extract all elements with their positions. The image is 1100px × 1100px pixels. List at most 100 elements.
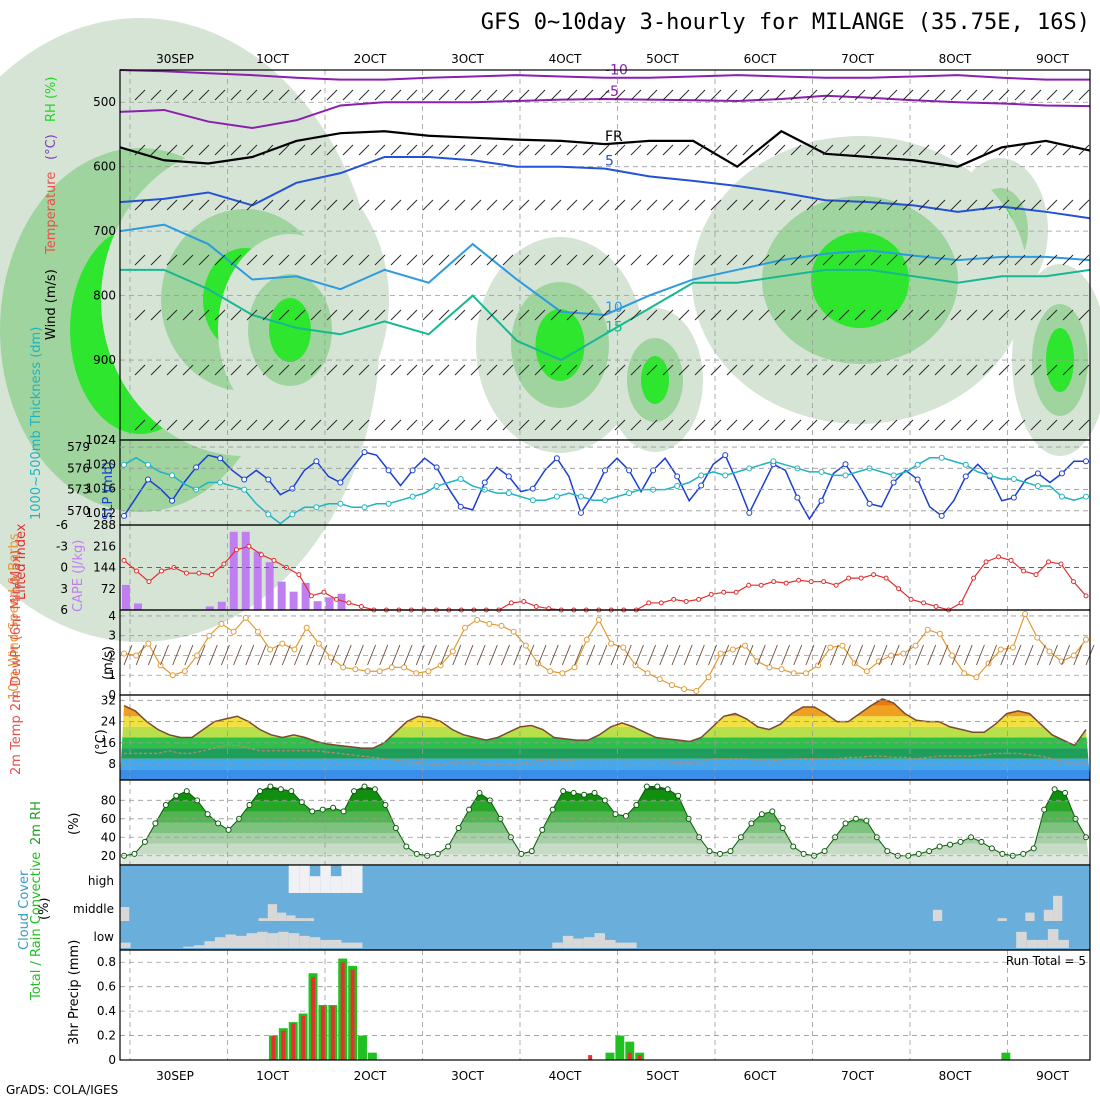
wind-barb: [790, 199, 802, 211]
rh-point: [351, 788, 358, 795]
wind-barb: [1014, 89, 1026, 101]
wind-barb: [934, 254, 946, 266]
wind-barb: [326, 254, 338, 266]
wind-barb-10m: [963, 644, 973, 666]
cape-bar: [277, 581, 286, 610]
wind-barb: [854, 364, 866, 376]
wind-barb: [262, 309, 274, 321]
wind-barb: [918, 254, 930, 266]
cloud-tick: high: [88, 874, 114, 888]
wind-tick: 3: [108, 629, 116, 643]
wind-tick: 4: [108, 609, 116, 623]
wind-barb-10m: [988, 644, 998, 666]
slp-label: SLP (mb): [101, 461, 116, 520]
wind-barb: [422, 309, 434, 321]
wind-barb: [758, 144, 770, 156]
wind-barb: [742, 89, 754, 101]
wind-barb: [550, 309, 562, 321]
wind-barb: [406, 199, 418, 211]
wind-barb-10m: [513, 644, 523, 666]
wind-barb: [646, 199, 658, 211]
date-tick-bottom: 30SEP: [156, 1069, 194, 1083]
series-point: [674, 473, 681, 480]
rh-point: [277, 786, 284, 793]
wind-barb: [406, 144, 418, 156]
wind-barb: [806, 89, 818, 101]
cloud-bar-low: [214, 937, 226, 948]
precip-bar-convective: [627, 1052, 632, 1060]
precip-tick: 0: [108, 1053, 116, 1067]
wind-barb: [486, 419, 498, 431]
wind-barb: [966, 364, 978, 376]
li-tick: -6: [56, 518, 68, 532]
wind-barb: [998, 309, 1010, 321]
cloud-bar-middle: [997, 918, 1007, 921]
date-tick-bottom: 5OCT: [646, 1069, 679, 1083]
wind-barb: [246, 254, 258, 266]
series-point: [962, 461, 969, 468]
series-point: [505, 473, 512, 480]
dewpt-line: [124, 744, 1087, 767]
wind-barb: [678, 199, 690, 211]
wind-barb: [982, 144, 994, 156]
wind-barb: [214, 199, 226, 211]
series-point: [121, 461, 127, 468]
pressure-tick: 500: [93, 95, 116, 109]
wind-barb: [150, 309, 162, 321]
li-tick: 0: [60, 561, 68, 575]
wind-barb: [982, 254, 994, 266]
li-tick: -3: [56, 539, 68, 553]
cloud-bar-middle: [267, 904, 278, 921]
wind-barb: [1030, 199, 1042, 211]
wind-barb: [1030, 254, 1042, 266]
li-tick: 6: [60, 603, 68, 617]
wind-barb: [342, 419, 354, 431]
wind-barb: [902, 419, 914, 431]
wind-barb: [774, 309, 786, 321]
wind-barb: [950, 364, 962, 376]
wind-speed-point: [632, 662, 639, 669]
date-tick-bottom: 4OCT: [549, 1069, 582, 1083]
li-point: [846, 575, 852, 581]
cloud-bar-middle: [295, 918, 305, 921]
wind-barb: [870, 364, 882, 376]
wind-barb: [758, 419, 770, 431]
wind-barb: [358, 254, 370, 266]
series-point: [890, 479, 897, 486]
wind-barb: [182, 144, 194, 156]
wind-barb: [134, 199, 146, 211]
wind-barb: [390, 199, 402, 211]
li-point: [296, 572, 302, 578]
wind-barb-10m: [975, 644, 985, 666]
li-label: Lifted Index: [14, 523, 29, 600]
rh-point: [403, 843, 410, 850]
wind-speed-point: [133, 652, 140, 659]
wind-speed-point: [364, 668, 371, 675]
wind-barb: [790, 309, 802, 321]
cape-bar: [217, 601, 226, 610]
li-point: [646, 600, 652, 606]
cloud-bar-middle: [932, 909, 943, 921]
wind-barb: [326, 89, 338, 101]
wind-speed-point: [839, 642, 846, 649]
wind-speed-point: [997, 646, 1004, 653]
wind-barb: [358, 199, 370, 211]
wind-barb: [150, 364, 162, 376]
cloud-bar-middle: [277, 912, 287, 921]
thickness-slp-panel: 570 573 576 579 1012 1016 1020 1024 1000~500mb T…: [29, 327, 1091, 526]
rh-point: [267, 783, 274, 790]
wind-barb: [358, 89, 370, 101]
cloud-bar-high: [309, 876, 321, 893]
wind-barb-10m: [440, 644, 450, 666]
wind-barb-10m: [233, 644, 243, 666]
wind-speed-point: [340, 664, 347, 671]
wind-barb: [294, 309, 306, 321]
axis-label-part: RH (%): [44, 77, 59, 122]
precip-tick: 0.8: [97, 955, 116, 969]
wind-barb: [470, 254, 482, 266]
rh-point: [999, 850, 1006, 857]
wind-barb: [326, 144, 338, 156]
wind-barb-10m: [537, 644, 547, 666]
wind-barb: [886, 199, 898, 211]
wind-barb: [742, 309, 754, 321]
